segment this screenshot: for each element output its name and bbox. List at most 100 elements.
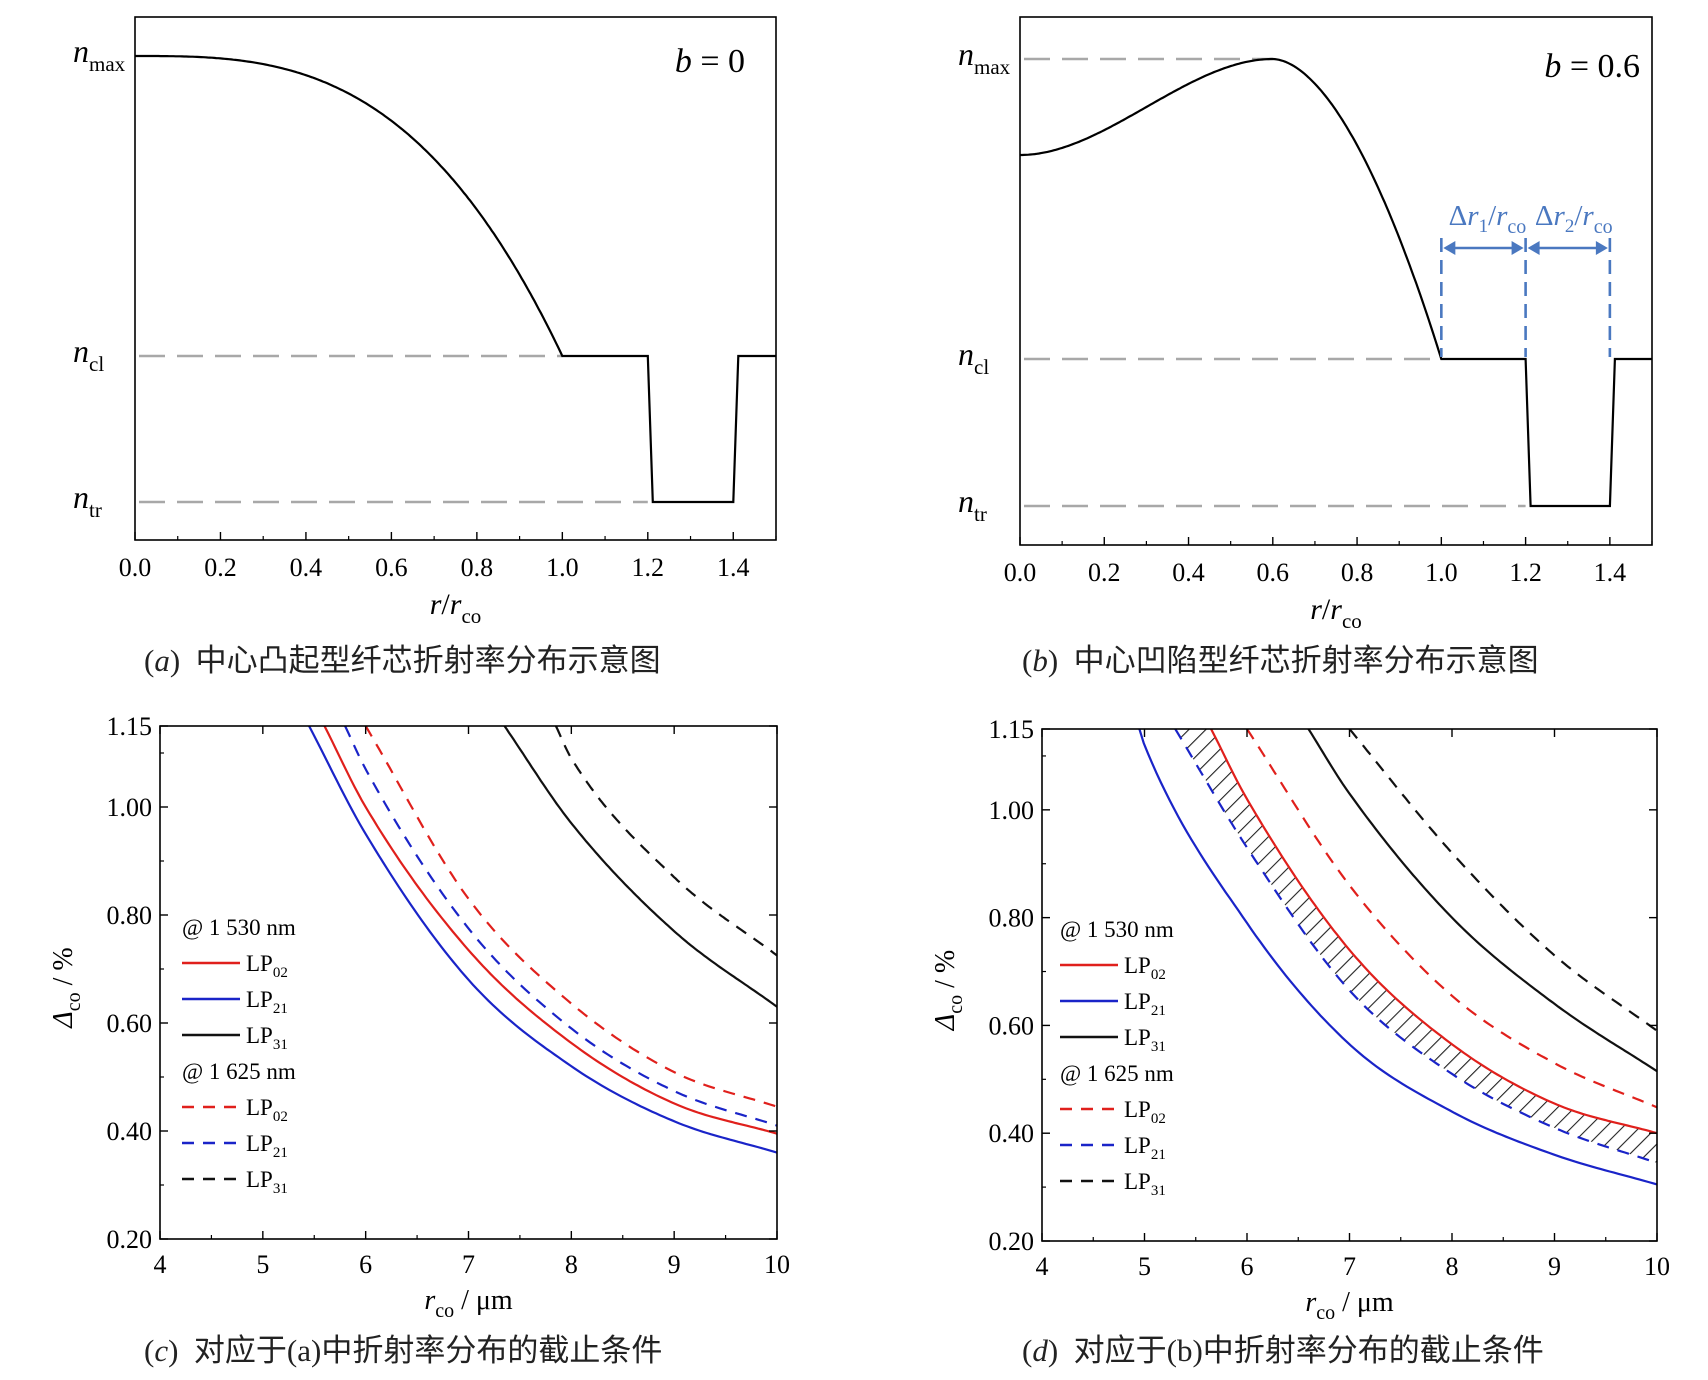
caption-d-label: d <box>1032 1333 1048 1368</box>
y-level-label-max: nmax <box>958 36 1011 79</box>
y-tick-label: 1.00 <box>107 793 153 822</box>
y-tick-label: 0.80 <box>989 904 1035 933</box>
legend-entry-label: LP31 <box>246 1023 288 1053</box>
y-tick-label: 1.15 <box>989 715 1035 744</box>
legend-entry-label: LP02 <box>1124 1097 1166 1127</box>
legend-group-title: @ 1 625 nm <box>1060 1061 1174 1086</box>
caption-a-label: a <box>154 643 170 678</box>
panel-c-cutoff-chart: 4 5 6 7 8 9 10 0.20 0.40 0.60 0.80 1.00 1.15 rco / μm… <box>48 712 790 1322</box>
series-lp21-1530nm-line <box>1138 729 1657 1186</box>
y-level-label-cl: ncl <box>958 336 989 379</box>
delta-r1-label: Δr1/rco <box>1449 200 1527 238</box>
x-tick-label: 10 <box>1644 1252 1670 1281</box>
caption-b-label: b <box>1032 643 1048 678</box>
x-tick-label: 0.0 <box>1004 558 1037 587</box>
caption-b: (b) 中心凹陷型纤芯折射率分布示意图 <box>1022 643 1539 678</box>
y-tick-label: 0.60 <box>989 1011 1035 1040</box>
x-tick-label: 7 <box>1343 1252 1356 1281</box>
caption-a-text: 中心凸起型纤芯折射率分布示意图 <box>195 643 661 678</box>
legend-entry-label: LP31 <box>1124 1025 1166 1055</box>
legend-group-title: @ 1 625 nm <box>182 1059 296 1084</box>
series-lp02-1530nm-line <box>1210 729 1657 1135</box>
y-tick-label: 0.20 <box>107 1225 153 1254</box>
series-lp21-1530nm-line <box>308 726 777 1154</box>
y-tick-label: 0.80 <box>107 901 153 930</box>
x-tick-label: 1.4 <box>1594 558 1627 587</box>
delta-r2-arrow-head-left <box>1527 241 1540 255</box>
delta-r2-arrow-head-right <box>1595 241 1608 255</box>
x-tick-label: 1.2 <box>1509 558 1542 587</box>
y-tick-label: 0.60 <box>107 1009 153 1038</box>
plot-area <box>1138 729 1657 1186</box>
x-tick-label: 9 <box>1548 1252 1561 1281</box>
x-tick-label: 8 <box>1446 1252 1459 1281</box>
x-tick-label: 0.2 <box>1088 558 1121 587</box>
legend-entry-label: LP21 <box>246 987 288 1017</box>
x-tick-label: 10 <box>764 1250 790 1279</box>
x-tick-label: 9 <box>668 1250 681 1279</box>
plot-frame <box>159 725 778 1240</box>
series-lp31-1530nm-line <box>1307 729 1657 1073</box>
x-tick-label: 6 <box>359 1250 372 1279</box>
y-tick-label: 1.15 <box>107 712 153 741</box>
delta-r1-arrow-head-right <box>1511 241 1524 255</box>
y-tick-label: 0.40 <box>989 1119 1035 1148</box>
caption-c: (c) 对应于(a)中折射率分布的截止条件 <box>144 1333 663 1368</box>
x-tick-label: 5 <box>256 1250 269 1279</box>
x-tick-label: 4 <box>154 1250 167 1279</box>
legend-entry-label: LP31 <box>1124 1169 1166 1199</box>
series-lp21-1625nm-line <box>344 726 777 1127</box>
legend-entry-label: LP02 <box>1124 953 1166 983</box>
legend-entry-label: LP02 <box>246 1095 288 1125</box>
delta-r1-arrow-head-left <box>1443 241 1456 255</box>
series-lp02-1625nm-line <box>364 726 777 1108</box>
x-tick-label: 1.0 <box>1425 558 1458 587</box>
panel-a-index-profile: 0.0 0.2 0.4 0.6 0.8 1.0 1.2 1.4 r/rco nmax ncl ntr b… <box>73 16 777 628</box>
legend-group-title: @ 1 530 nm <box>182 915 296 940</box>
index-profile-curve <box>135 54 776 504</box>
x-tick-label: 1.4 <box>717 553 750 582</box>
panel-d-cutoff-chart: 4 5 6 7 8 9 10 0.20 0.40 0.60 0.80 1.00 1.15 rco / μm… <box>930 715 1670 1324</box>
x-tick-label: 0.2 <box>204 553 237 582</box>
x-tick-label: 6 <box>1241 1252 1254 1281</box>
x-tick-label: 8 <box>565 1250 578 1279</box>
y-level-label-max: nmax <box>73 33 126 76</box>
x-tick-label: 0.6 <box>375 553 408 582</box>
legend-entry-label: LP21 <box>1124 989 1166 1019</box>
x-tick-label: 7 <box>462 1250 475 1279</box>
y-axis-label: Δco / % <box>930 950 967 1031</box>
y-level-label-tr: ntr <box>958 483 987 526</box>
caption-c-text: 对应于(a)中折射率分布的截止条件 <box>193 1333 663 1368</box>
x-tick-label: 0.4 <box>290 553 323 582</box>
y-tick-label: 0.40 <box>107 1117 153 1146</box>
plot-area <box>308 726 777 1154</box>
legend-group-title: @ 1 530 nm <box>1060 917 1174 942</box>
y-axis-label: Δco / % <box>48 947 85 1028</box>
series-lp02-1530nm-line <box>323 726 777 1135</box>
caption-d: (d) 对应于(b)中折射率分布的截止条件 <box>1022 1333 1544 1368</box>
x-tick-label: 0.4 <box>1172 558 1205 587</box>
legend-entry-label: LP31 <box>246 1167 288 1197</box>
x-axis-label: r/rco <box>1310 593 1362 633</box>
y-level-label-cl: ncl <box>73 333 104 376</box>
series-lp21-1625nm-line <box>1174 729 1657 1164</box>
hatched-region <box>1175 729 1657 1163</box>
series-lp31-1530nm-line <box>503 726 777 1008</box>
y-tick-label: 0.20 <box>989 1227 1035 1256</box>
x-axis-label: rco / μm <box>1305 1287 1394 1324</box>
y-tick-label: 1.00 <box>989 796 1035 825</box>
delta-r2-label: Δr2/rco <box>1535 200 1613 238</box>
legend-entry-label: LP21 <box>246 1131 288 1161</box>
legend: @ 1 530 nm LP02 LP21 LP31 @ 1 625 nm LP02 LP21… <box>1060 917 1174 1199</box>
series-lp02-1625nm-line <box>1246 729 1657 1109</box>
b-parameter-annotation: b = 0.6 <box>1544 48 1640 85</box>
index-profile-curve <box>1020 57 1652 508</box>
x-tick-label: 1.0 <box>546 553 579 582</box>
panel-b-index-profile: 0.0 0.2 0.4 0.6 0.8 1.0 1.2 1.4 r/rco nmax ncl ntr b… <box>958 16 1653 633</box>
legend: @ 1 530 nm LP02 LP21 LP31 @ 1 625 nm LP02 LP21… <box>182 915 296 1197</box>
x-tick-label: 0.6 <box>1257 558 1290 587</box>
caption-a: (a) 中心凸起型纤芯折射率分布示意图 <box>144 643 661 678</box>
x-tick-label: 1.2 <box>632 553 665 582</box>
y-level-label-tr: ntr <box>73 479 102 522</box>
